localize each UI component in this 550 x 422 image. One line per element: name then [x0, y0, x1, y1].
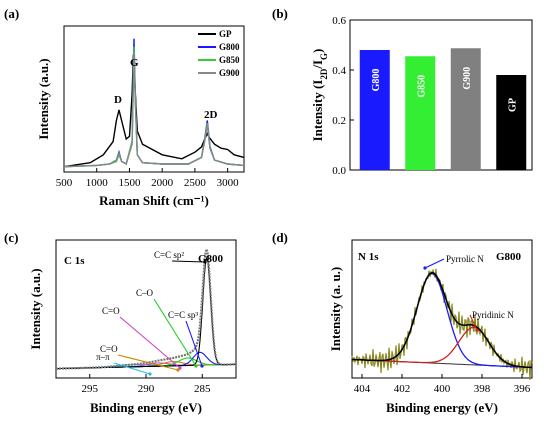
bar-g900: [450, 48, 481, 170]
c1s-xtick-label: 285: [194, 383, 211, 395]
raman-legend: GP G800 G850 G900: [198, 29, 240, 78]
legend-label-gp: GP: [219, 29, 232, 39]
ratio-ytick-label: 0.6: [332, 15, 346, 27]
panel-label-d: (d): [272, 230, 288, 245]
c1s-title: C 1s: [64, 255, 85, 267]
c1s-arrow-3: [119, 316, 181, 369]
raman-peak-g-label: G: [130, 57, 139, 69]
n1s-title: N 1s: [358, 251, 379, 263]
bar-label-g850: G850: [416, 75, 427, 98]
ratio-ylabel: Intensity (I2D/IG): [310, 49, 329, 142]
c1s-arrow-1: [153, 298, 197, 367]
n1s-ylabel: Intensity (a. u.): [328, 267, 343, 352]
c1s-panel: 295 290 285 C 1s G800 Binding energy (eV) …: [28, 239, 237, 415]
bar-gp: [496, 75, 527, 170]
n1s-xlabel: Binding energy (eV): [386, 400, 498, 415]
ratio-frame: [349, 19, 533, 171]
bar-g850: [405, 56, 436, 170]
n1s-peak-label-0: Pyrrolic N: [446, 254, 484, 264]
panel-label-c: (c): [4, 230, 18, 245]
raman-peak-2d-label: 2D: [204, 109, 218, 121]
n1s-arrowhead-0: [423, 266, 427, 270]
bar-g800: [359, 50, 390, 170]
raman-xtick-label: 1500: [118, 177, 141, 189]
c1s-arrowhead-3: [178, 366, 182, 370]
c1s-envelope: [56, 245, 237, 370]
n1s-arrowhead-1: [475, 328, 479, 332]
n1s-envelope: [352, 271, 533, 369]
n1s-xtick-label: 404: [354, 383, 371, 395]
c1s-peak-label-3: C=O: [102, 306, 120, 316]
raman-ylabel: Intensity (a.u.): [36, 58, 51, 139]
legend-label-g800: G800: [219, 42, 240, 52]
c1s-arrow-0: [171, 260, 206, 263]
c1s-arrowhead-5: [148, 372, 152, 376]
c1s-arrow-5: [113, 362, 151, 375]
c1s-xlabel: Binding energy (eV): [90, 400, 202, 415]
c1s-peak-label-1: C–O: [136, 288, 154, 298]
ratio-ytick-label: 0.2: [332, 115, 346, 127]
c1s-peak-label-0: C=C sp²: [154, 250, 184, 260]
c1s-arrowhead-0: [203, 260, 207, 264]
n1s-xtick-label: 398: [474, 383, 491, 395]
raman-frame: [63, 25, 245, 173]
n1s-peak-label-1: Pyridinic N: [472, 310, 514, 320]
raman-series-gp: [63, 54, 245, 168]
n1s-panel: 404 402 400 398 396 N 1s G800 Binding energy…: [328, 239, 533, 415]
raman-peak-d-label: D: [114, 94, 122, 106]
raman-panel: 500 1000 1500 2000 2500 3000 Raman Shift (cm⁻…: [36, 25, 245, 208]
n1s-arrow-0: [424, 258, 445, 269]
c1s-xtick-label: 295: [82, 383, 99, 395]
raman-series-g800: [63, 38, 245, 168]
legend-label-g850: G850: [219, 55, 240, 65]
c1s-peak-label-5: π–π: [96, 352, 110, 362]
bar-label-g800: G800: [371, 69, 382, 92]
ratio-panel: G800 G850 G900 GP 0.0 0.2 0.4 0.6 Intensity (I…: [310, 15, 533, 177]
c1s-arrowhead-1: [194, 364, 198, 368]
raman-xtick-label: 500: [56, 177, 73, 189]
raman-xtick-label: 2500: [184, 177, 207, 189]
raman-series-g900: [63, 51, 245, 168]
c1s-arrow-4: [117, 354, 179, 371]
raman-xtick-label: 2000: [151, 177, 174, 189]
raman-xlabel: Raman Shift (cm⁻¹): [99, 193, 209, 208]
n1s-xtick-label: 400: [434, 383, 451, 395]
bar-label-gp: GP: [507, 98, 518, 112]
raman-series-g850: [63, 46, 245, 168]
n1s-sample: G800: [496, 251, 522, 263]
ratio-ytick-label: 0.0: [332, 165, 346, 177]
bar-label-g900: G900: [462, 67, 473, 90]
raman-xtick-label: 3000: [217, 177, 240, 189]
c1s-xtick-label: 290: [138, 383, 155, 395]
ratio-ytick-label: 0.4: [332, 65, 346, 77]
panel-label-b: (b): [272, 6, 288, 21]
c1s-arrowhead-4: [176, 368, 180, 372]
n1s-xtick-label: 396: [514, 383, 531, 395]
raman-xtick-label: 1000: [86, 177, 109, 189]
n1s-arrow-1: [469, 314, 478, 331]
c1s-peak-label-2: C=C sp³: [168, 310, 198, 320]
panel-label-a: (a): [4, 6, 19, 21]
c1s-sample: G800: [198, 253, 224, 265]
c1s-ylabel: Intensity (a.u.): [28, 268, 43, 349]
n1s-xtick-label: 402: [394, 383, 411, 395]
c1s-peak-label-4: C=O: [100, 344, 118, 354]
c1s-arrowhead-2: [200, 364, 204, 368]
c1s-arrow-2: [185, 320, 203, 367]
legend-label-g900: G900: [219, 68, 240, 78]
